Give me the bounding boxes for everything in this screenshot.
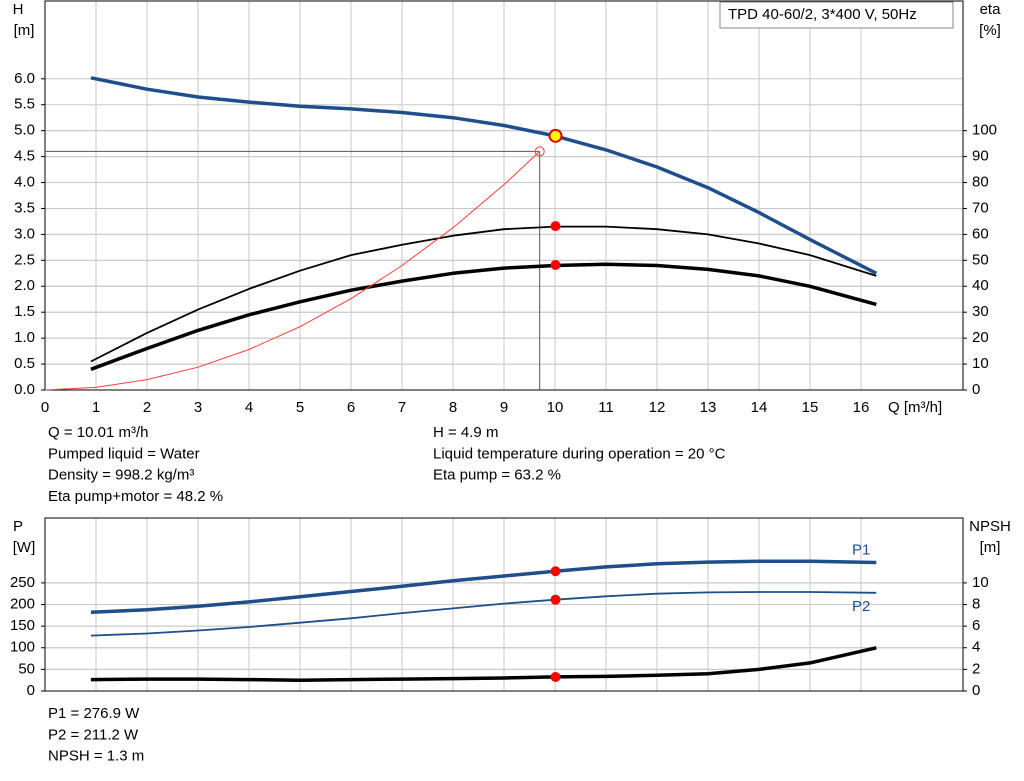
y-tick-label: 0	[27, 682, 35, 699]
operating-point	[550, 566, 561, 577]
x-tick-label: 6	[347, 399, 355, 416]
operating-point	[550, 260, 561, 271]
y2-tick-label: 90	[972, 148, 989, 165]
y-axis-label: P	[13, 518, 23, 535]
x-axis-label: Q [m³/h]	[888, 399, 942, 416]
y2-tick-label: 20	[972, 329, 989, 346]
y2-tick-label: 0	[972, 682, 980, 699]
y-tick-label: 1.5	[14, 303, 35, 320]
title-box	[719, 1, 954, 29]
y2-axis-unit: [m]	[980, 539, 1001, 556]
y-axis-label: H	[13, 1, 24, 18]
y-tick-label: 3.5	[14, 199, 35, 216]
y-tick-label: 50	[18, 660, 35, 677]
x-tick-label: 2	[143, 399, 151, 416]
info-text: Eta pump = 63.2 %	[433, 467, 561, 484]
y-tick-label: 0.0	[14, 381, 35, 398]
y-tick-label: 100	[10, 639, 35, 656]
y-tick-label: 5.0	[14, 122, 35, 139]
y2-tick-label: 4	[972, 639, 980, 656]
curve-label: P2	[852, 598, 870, 615]
plot-frame	[44, 517, 964, 692]
x-tick-label: 12	[649, 399, 666, 416]
y2-tick-label: 10	[972, 355, 989, 372]
info-text: H = 4.9 m	[433, 424, 498, 441]
y2-tick-label: 100	[972, 122, 997, 139]
curve	[44, 151, 541, 391]
curve-label: P1	[852, 542, 870, 559]
y2-tick-label: 8	[972, 595, 980, 612]
y-tick-label: 4.5	[14, 148, 35, 165]
info-text: Liquid temperature during operation = 20…	[433, 445, 726, 462]
y-tick-label: 1.0	[14, 329, 35, 346]
x-tick-label: 7	[398, 399, 406, 416]
curve	[90, 76, 878, 275]
info-text: P1 = 276.9 W	[48, 705, 140, 722]
operating-point	[548, 128, 563, 143]
x-tick-label: 1	[92, 399, 100, 416]
info-text: P2 = 211.2 W	[48, 726, 139, 743]
y2-tick-label: 40	[972, 277, 989, 294]
info-text: Eta pump+motor = 48.2 %	[48, 488, 223, 505]
x-tick-label: 5	[296, 399, 304, 416]
y2-tick-label: 6	[972, 617, 980, 634]
x-tick-label: 9	[500, 399, 508, 416]
operating-point	[550, 594, 561, 605]
y2-tick-label: 80	[972, 174, 989, 191]
curve	[90, 591, 877, 637]
y-tick-label: 250	[10, 574, 35, 591]
y-tick-label: 5.5	[14, 96, 35, 113]
y2-tick-label: 70	[972, 199, 989, 216]
info-text: Q = 10.01 m³/h	[48, 424, 148, 441]
y2-tick-label: 50	[972, 251, 989, 268]
x-tick-label: 14	[751, 399, 768, 416]
operating-point	[550, 221, 561, 232]
y2-axis-label: eta	[980, 1, 1002, 18]
y-tick-label: 0.5	[14, 355, 35, 372]
y-tick-label: 200	[10, 595, 35, 612]
x-tick-label: 10	[547, 399, 564, 416]
curve	[90, 262, 877, 371]
y-tick-label: 2.5	[14, 251, 35, 268]
x-tick-label: 15	[802, 399, 819, 416]
x-tick-label: 16	[853, 399, 870, 416]
x-tick-label: 13	[700, 399, 717, 416]
y-axis-unit: [W]	[13, 539, 36, 556]
curve	[90, 559, 877, 615]
info-text: Density = 998.2 kg/m³	[48, 467, 194, 484]
x-tick-label: 3	[194, 399, 202, 416]
y2-axis-unit: [%]	[979, 22, 1001, 39]
y2-tick-label: 2	[972, 660, 980, 677]
x-tick-label: 8	[449, 399, 457, 416]
y2-tick-label: 0	[972, 381, 980, 398]
curve	[90, 225, 877, 363]
y-tick-label: 4.0	[14, 174, 35, 191]
y2-tick-label: 60	[972, 225, 989, 242]
system-point	[534, 146, 545, 157]
chart-title: TPD 40-60/2, 3*400 V, 50Hz	[728, 6, 917, 23]
info-text: NPSH = 1.3 m	[48, 748, 144, 765]
y2-tick-label: 30	[972, 303, 989, 320]
y-axis-unit: [m]	[14, 22, 35, 39]
x-tick-label: 11	[598, 399, 614, 416]
x-tick-label: 4	[245, 399, 253, 416]
y-tick-label: 6.0	[14, 70, 35, 87]
y2-axis-label: NPSH	[969, 518, 1011, 535]
plot-frame	[44, 0, 964, 391]
info-text: Pumped liquid = Water	[48, 445, 200, 462]
y-tick-label: 3.0	[14, 225, 35, 242]
y-tick-label: 2.0	[14, 277, 35, 294]
x-tick-label: 0	[41, 399, 49, 416]
y2-tick-label: 10	[972, 574, 989, 591]
operating-point	[550, 671, 561, 682]
y-tick-label: 150	[10, 617, 35, 634]
curve	[90, 646, 877, 682]
